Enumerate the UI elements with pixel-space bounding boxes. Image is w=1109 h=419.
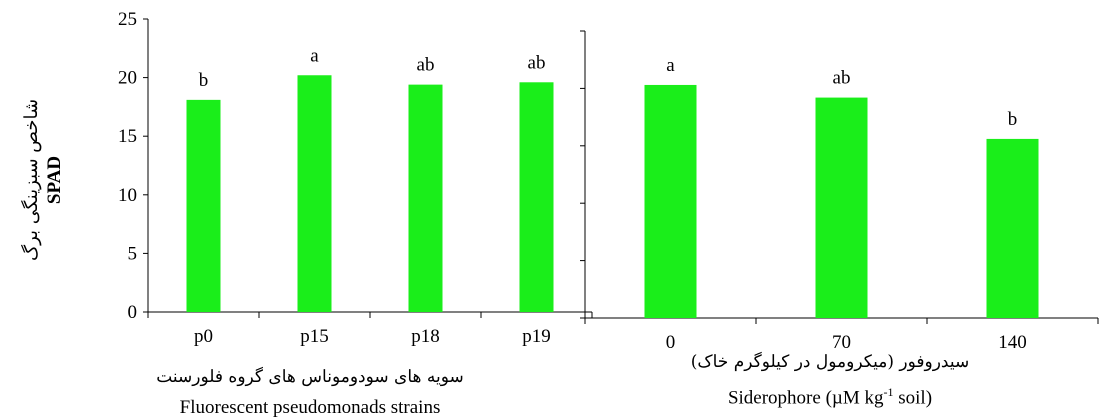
x-tick-label: 140 (998, 332, 1027, 353)
x-axis-title-english-strains: Fluorescent pseudomonads strains (120, 397, 500, 419)
x-tick-label: 70 (832, 332, 851, 353)
bar (645, 85, 697, 318)
x-axis-title-persian-siderophore: سیدروفور (میکرومول در کیلوگرم خاک) (640, 352, 1020, 372)
bar (987, 139, 1039, 318)
x-axis-title-english-siderophore: Siderophore (µM kg-1 soil) (640, 385, 1020, 409)
bar (816, 98, 868, 318)
x-axis-title-persian-strains: سویه های سودوموناس های گروه فلورسنت (150, 367, 470, 387)
significance-letter: b (1008, 109, 1018, 130)
significance-letter: ab (833, 68, 851, 89)
significance-letter: a (666, 55, 675, 76)
x-tick-label: 0 (666, 332, 676, 353)
